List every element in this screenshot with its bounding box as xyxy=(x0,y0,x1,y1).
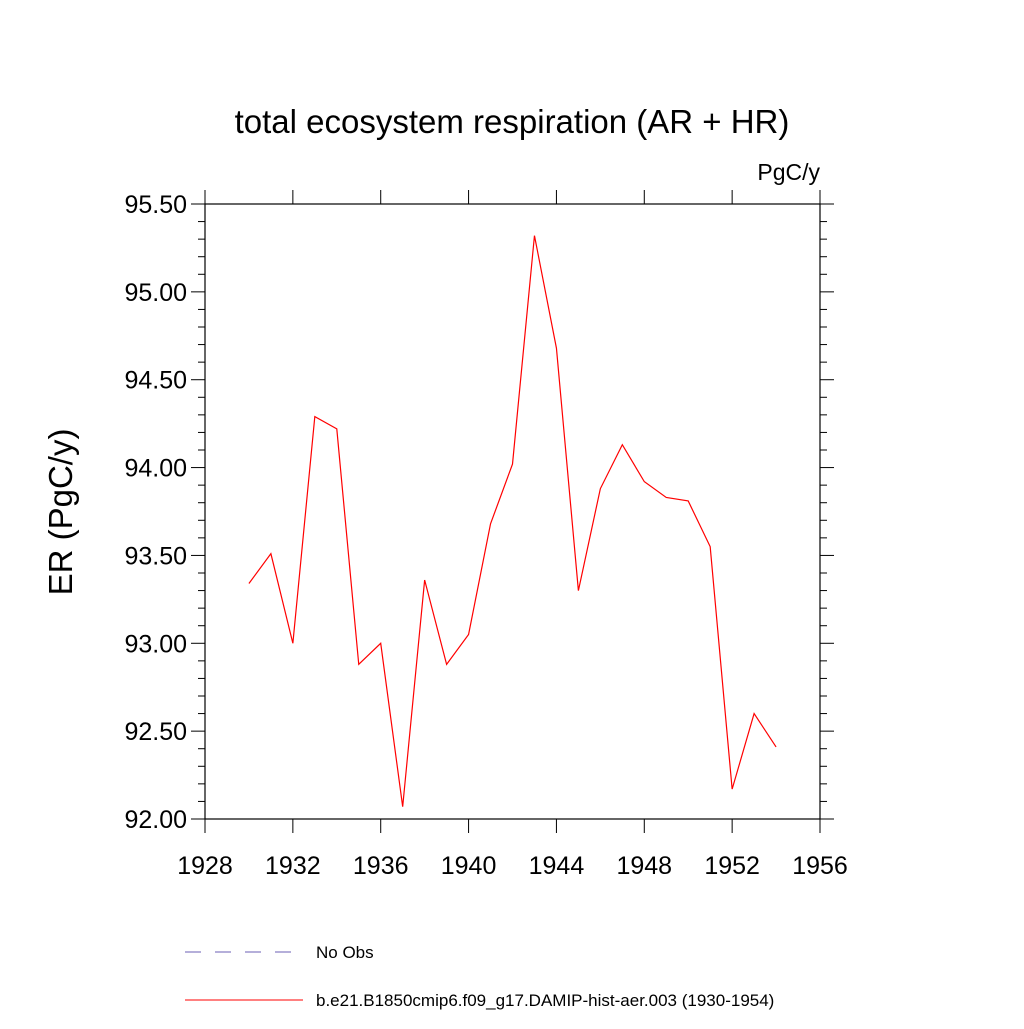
x-tick-label: 1940 xyxy=(441,852,497,880)
plot-frame xyxy=(204,203,821,820)
legend-label: No Obs xyxy=(316,943,374,962)
y-tick-label: 95.00 xyxy=(124,279,187,307)
y-tick-label: 94.50 xyxy=(124,367,187,395)
y-axis-label: ER (PgC/y) xyxy=(42,429,79,596)
x-tick-label: 1956 xyxy=(792,852,848,880)
x-tick-label: 1944 xyxy=(529,852,585,880)
series-line xyxy=(248,235,777,807)
y-axis-ticks: 92.00 92.50 93.00 93.50 94.00 94.50 95.00 95.50 xyxy=(124,191,834,834)
x-tick-label: 1948 xyxy=(616,852,672,880)
units-label: PgC/y xyxy=(757,159,820,185)
y-tick-label: 94.00 xyxy=(124,455,187,483)
x-tick-label: 1932 xyxy=(265,852,321,880)
x-tick-label: 1928 xyxy=(177,852,233,880)
y-tick-label: 95.50 xyxy=(124,191,187,219)
legend-label: b.e21.B1850cmip6.f09_g17.DAMIP-hist-aer.… xyxy=(316,991,774,1010)
y-tick-label: 93.50 xyxy=(124,542,187,570)
x-tick-label: 1936 xyxy=(353,852,409,880)
x-tick-label: 1952 xyxy=(704,852,760,880)
x-axis-ticks: 1928 1932 1936 1940 1944 1948 1952 1956 xyxy=(177,190,848,880)
y-tick-label: 92.00 xyxy=(124,806,187,834)
series-layer xyxy=(248,235,777,807)
legend: No Obs b.e21.B1850cmip6.f09_g17.DAMIP-his… xyxy=(185,943,774,1010)
y-tick-label: 92.50 xyxy=(124,718,187,746)
chart-title: total ecosystem respiration (AR + HR) xyxy=(235,103,790,140)
y-tick-label: 93.00 xyxy=(124,630,187,658)
